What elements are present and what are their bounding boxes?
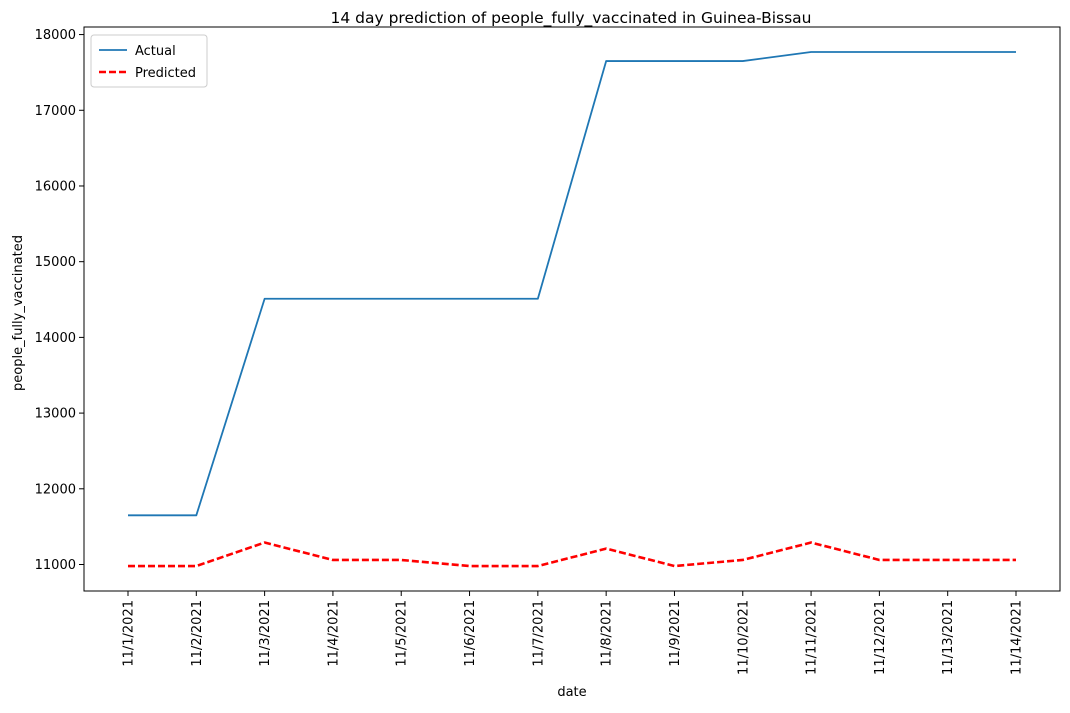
x-tick-label: 11/2/2021 bbox=[190, 600, 205, 667]
x-tick-label: 11/7/2021 bbox=[531, 600, 546, 667]
x-tick-label: 11/5/2021 bbox=[395, 600, 410, 667]
y-tick-label: 13000 bbox=[35, 407, 76, 422]
series-line-actual bbox=[128, 51, 1016, 517]
x-tick-label: 11/11/2021 bbox=[805, 600, 820, 675]
y-tick-label: 11000 bbox=[35, 558, 76, 573]
x-tick-label: 11/8/2021 bbox=[600, 600, 615, 667]
x-tick-label: 11/6/2021 bbox=[463, 600, 478, 667]
y-tick-label: 15000 bbox=[35, 255, 76, 270]
x-tick-label: 11/12/2021 bbox=[873, 600, 888, 675]
y-tick-label: 16000 bbox=[35, 179, 76, 194]
legend-label-predicted: Predicted bbox=[135, 66, 196, 81]
chart-title: 14 day prediction of people_fully_vaccin… bbox=[331, 9, 812, 28]
y-tick-label: 12000 bbox=[35, 482, 76, 497]
x-tick-label: 11/13/2021 bbox=[941, 600, 956, 675]
plot-area-frame bbox=[83, 26, 1061, 592]
legend-box bbox=[90, 34, 208, 88]
y-axis-label: people_fully_vaccinated bbox=[11, 235, 26, 391]
x-tick-label: 11/14/2021 bbox=[1010, 600, 1025, 675]
legend: Actual Predicted bbox=[90, 34, 208, 88]
series-line-predicted bbox=[128, 541, 1016, 568]
y-tick-label: 14000 bbox=[35, 331, 76, 346]
x-tick-label: 11/3/2021 bbox=[258, 600, 273, 667]
y-tick-label: 17000 bbox=[35, 104, 76, 119]
x-tick-label: 11/1/2021 bbox=[122, 600, 137, 667]
series-lines bbox=[128, 51, 1016, 568]
axis-ticks: 11000 12000 13000 14000 15000 16000 17000 18000… bbox=[35, 28, 1025, 675]
x-axis-label: date bbox=[557, 685, 586, 700]
legend-label-actual: Actual bbox=[135, 44, 176, 59]
x-tick-label: 11/9/2021 bbox=[668, 600, 683, 667]
x-tick-label: 11/4/2021 bbox=[326, 600, 341, 667]
y-tick-label: 18000 bbox=[35, 28, 76, 43]
x-tick-label: 11/10/2021 bbox=[736, 600, 751, 675]
